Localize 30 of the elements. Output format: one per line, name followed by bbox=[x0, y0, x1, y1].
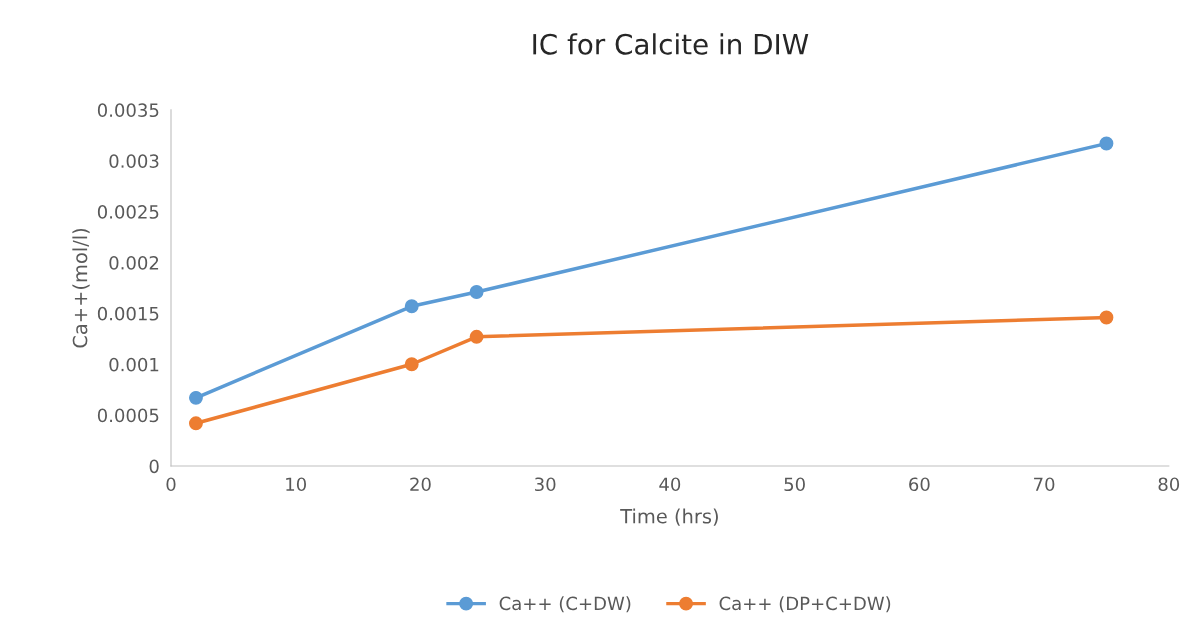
y-tick-label: 0.002 bbox=[109, 255, 159, 270]
legend-label: Ca++ (C+DW) bbox=[499, 596, 631, 613]
x-tick-label: 20 bbox=[410, 477, 431, 492]
x-tick-label: 60 bbox=[909, 477, 930, 492]
x-tick-label: 70 bbox=[1034, 477, 1055, 492]
point bbox=[188, 416, 203, 431]
y-tick-label: 0.0025 bbox=[97, 205, 159, 219]
x-axis-title: Time (hrs) bbox=[620, 508, 718, 526]
point bbox=[469, 329, 484, 344]
point bbox=[188, 390, 203, 405]
y-tick-label: 0 bbox=[149, 459, 159, 474]
y-tick-label: 0.0005 bbox=[97, 408, 159, 423]
x-tick-label: 40 bbox=[659, 477, 681, 492]
point bbox=[1099, 310, 1114, 325]
y-tick-label: 0.003 bbox=[109, 154, 159, 168]
legend-label: Ca++ (DP+C+DW) bbox=[719, 596, 891, 613]
y-axis-title: Ca++(mol/l) bbox=[72, 228, 90, 348]
x-tick-label: 80 bbox=[1158, 477, 1180, 492]
point bbox=[404, 357, 419, 372]
x-tick-label: 10 bbox=[286, 477, 307, 492]
point bbox=[469, 285, 484, 299]
x-tick-label: 50 bbox=[784, 477, 805, 492]
y-tick-label: 0.0035 bbox=[97, 103, 159, 118]
y-tick-label: 0.001 bbox=[109, 357, 159, 372]
point bbox=[404, 299, 419, 314]
chart-title: IC for Calcite in DIW bbox=[533, 33, 809, 55]
x-tick-label: 30 bbox=[535, 477, 556, 492]
y-tick-label: 0.0015 bbox=[97, 306, 159, 321]
x-tick-label: 0 bbox=[166, 477, 176, 492]
point bbox=[1099, 136, 1114, 151]
